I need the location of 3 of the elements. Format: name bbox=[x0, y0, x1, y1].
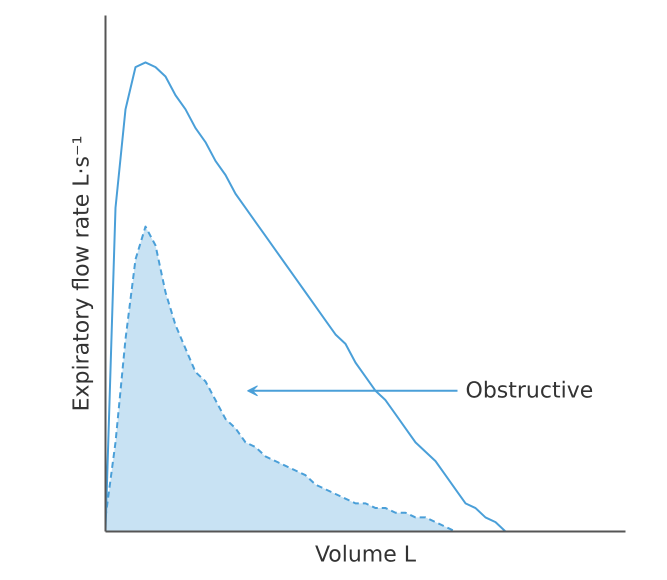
x-axis-title: Volume L bbox=[314, 542, 417, 568]
annotation: Obstructive bbox=[466, 378, 594, 404]
y-axis-title: Expiratory flow rate L·s⁻¹ bbox=[70, 136, 94, 412]
